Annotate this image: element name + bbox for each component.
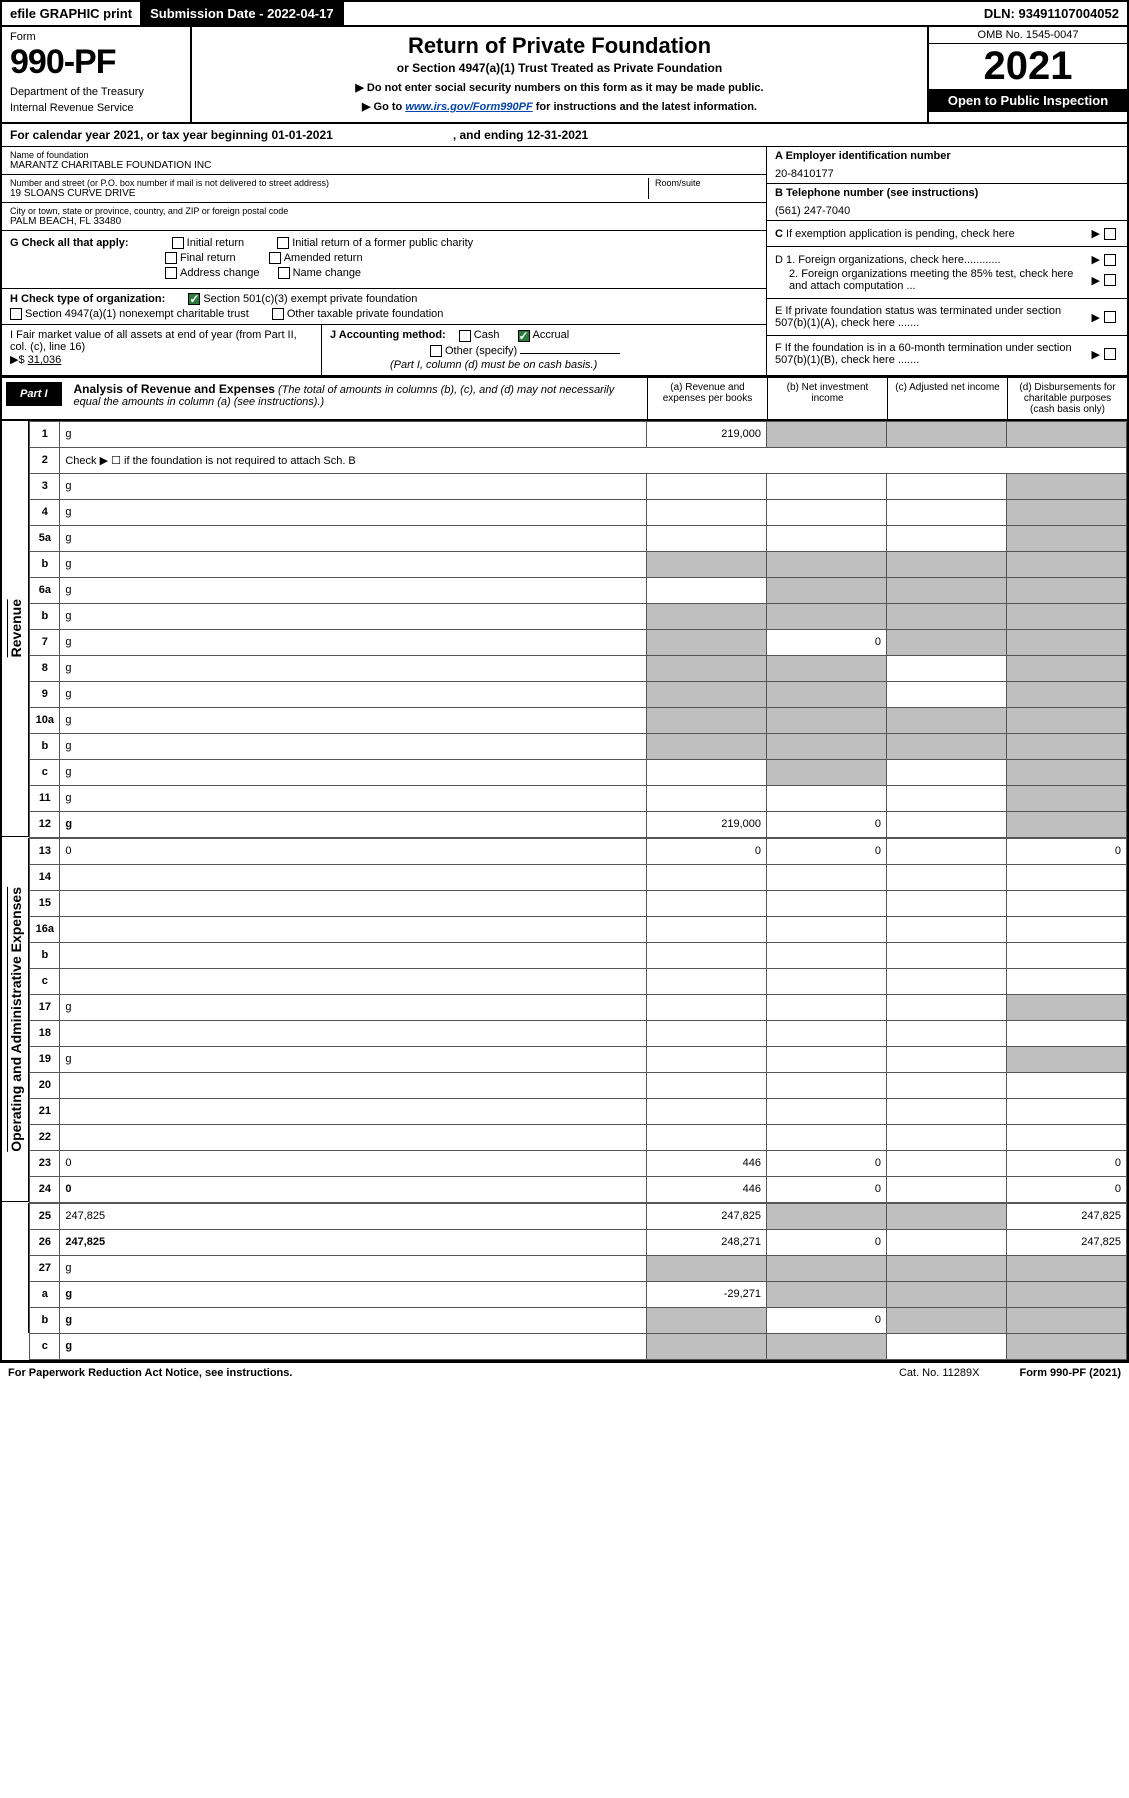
col-a-header: (a) Revenue and expenses per books bbox=[647, 378, 767, 419]
form-footer-label: Form 990-PF (2021) bbox=[1019, 1367, 1121, 1379]
chk-initial-public[interactable] bbox=[277, 237, 289, 249]
foundation-name: MARANTZ CHARITABLE FOUNDATION INC bbox=[10, 160, 758, 171]
chk-d1[interactable] bbox=[1104, 254, 1116, 266]
calyear-end: , and ending 12-31-2021 bbox=[453, 128, 588, 142]
addr-label: Number and street (or P.O. box number if… bbox=[10, 178, 648, 188]
dept-treasury: Department of the Treasury bbox=[10, 86, 182, 98]
chk-final[interactable] bbox=[165, 252, 177, 264]
opt-address: Address change bbox=[180, 267, 260, 279]
chk-other-taxable[interactable] bbox=[272, 308, 284, 320]
opt-initial: Initial return bbox=[187, 237, 244, 249]
open-inspection: Open to Public Inspection bbox=[929, 89, 1127, 112]
opt-accrual: Accrual bbox=[533, 329, 570, 341]
expenses-table: 130000141516abc17g1819g20212223044600240… bbox=[29, 838, 1127, 1203]
col-b-header: (b) Net investment income bbox=[767, 378, 887, 419]
page-footer: For Paperwork Reduction Act Notice, see … bbox=[0, 1362, 1129, 1383]
street-address: 19 SLOANS CURVE DRIVE bbox=[10, 188, 648, 199]
chk-c[interactable] bbox=[1104, 228, 1116, 240]
i-arrow: ▶$ bbox=[10, 354, 25, 366]
note-link: ▶ Go to www.irs.gov/Form990PF for instru… bbox=[202, 100, 917, 113]
city-state-zip: PALM BEACH, FL 33480 bbox=[10, 216, 758, 227]
note-ssn: ▶ Do not enter social security numbers o… bbox=[202, 81, 917, 94]
chk-name-change[interactable] bbox=[278, 267, 290, 279]
chk-cash[interactable] bbox=[459, 330, 471, 342]
c-label: If exemption application is pending, che… bbox=[786, 228, 1015, 240]
name-label: Name of foundation bbox=[10, 150, 758, 160]
form-header: Form 990-PF Department of the Treasury I… bbox=[2, 27, 1127, 124]
part1-header: Part I Analysis of Revenue and Expenses … bbox=[2, 376, 1127, 421]
form-subtitle: or Section 4947(a)(1) Trust Treated as P… bbox=[202, 61, 917, 75]
expenses-vlabel: Operating and Administrative Expenses bbox=[7, 887, 24, 1152]
opt-501c3: Section 501(c)(3) exempt private foundat… bbox=[203, 293, 417, 305]
d2-label: 2. Foreign organizations meeting the 85%… bbox=[775, 268, 1088, 292]
opt-final: Final return bbox=[180, 252, 236, 264]
dln-label: DLN: 93491107004052 bbox=[976, 2, 1127, 25]
chk-accrual[interactable] bbox=[518, 330, 530, 342]
opt-other-method: Other (specify) bbox=[445, 345, 517, 357]
b-label: B Telephone number (see instructions) bbox=[775, 187, 1119, 199]
box-i: I Fair market value of all assets at end… bbox=[2, 325, 322, 374]
form-title: Return of Private Foundation bbox=[202, 33, 917, 59]
chk-4947[interactable] bbox=[10, 308, 22, 320]
box-j: J Accounting method: Cash Accrual Other … bbox=[322, 325, 766, 374]
calyear-begin: For calendar year 2021, or tax year begi… bbox=[10, 128, 333, 142]
col-d-header: (d) Disbursements for charitable purpose… bbox=[1007, 378, 1127, 419]
i-label: I Fair market value of all assets at end… bbox=[10, 329, 297, 353]
h-label: H Check type of organization: bbox=[10, 293, 165, 305]
chk-address[interactable] bbox=[165, 267, 177, 279]
form-word: Form bbox=[10, 31, 182, 43]
f-label: F If the foundation is in a 60-month ter… bbox=[775, 342, 1088, 366]
top-bar: efile GRAPHIC print Submission Date - 20… bbox=[2, 2, 1127, 27]
opt-other-tax: Other taxable private foundation bbox=[287, 308, 444, 320]
revenue-vlabel: Revenue bbox=[7, 599, 24, 657]
j-label: J Accounting method: bbox=[330, 329, 446, 341]
a-label: A Employer identification number bbox=[775, 150, 1119, 162]
form-number: 990-PF bbox=[10, 43, 182, 82]
room-label: Room/suite bbox=[655, 178, 758, 188]
calendar-year-row: For calendar year 2021, or tax year begi… bbox=[2, 124, 1127, 147]
submission-date: Submission Date - 2022-04-17 bbox=[140, 2, 344, 25]
part1-badge: Part I bbox=[6, 382, 62, 406]
note-prefix: ▶ Go to bbox=[362, 101, 405, 113]
col-c-header: (c) Adjusted net income bbox=[887, 378, 1007, 419]
j-note: (Part I, column (d) must be on cash basi… bbox=[390, 359, 758, 371]
chk-amended[interactable] bbox=[269, 252, 281, 264]
section-h: H Check type of organization: Section 50… bbox=[2, 289, 766, 325]
chk-other-method[interactable] bbox=[430, 345, 442, 357]
chk-501c3[interactable] bbox=[188, 293, 200, 305]
opt-name: Name change bbox=[293, 267, 362, 279]
part1-title: Analysis of Revenue and Expenses bbox=[74, 382, 275, 396]
chk-initial-return[interactable] bbox=[172, 237, 184, 249]
irs-link[interactable]: www.irs.gov/Form990PF bbox=[405, 101, 532, 113]
ein-value: 20-8410177 bbox=[775, 168, 1119, 180]
d1-label: D 1. Foreign organizations, check here..… bbox=[775, 254, 1088, 266]
e-label: E If private foundation status was termi… bbox=[775, 305, 1088, 329]
bottom-table: 25247,825247,825247,82526247,825248,2710… bbox=[29, 1203, 1127, 1360]
opt-initial-public: Initial return of a former public charit… bbox=[292, 237, 473, 249]
paperwork-notice: For Paperwork Reduction Act Notice, see … bbox=[8, 1367, 292, 1379]
opt-cash: Cash bbox=[474, 329, 500, 341]
opt-amended: Amended return bbox=[284, 252, 363, 264]
g-label: G Check all that apply: bbox=[10, 237, 129, 249]
i-value: 31,036 bbox=[28, 354, 62, 366]
omb-number: OMB No. 1545-0047 bbox=[929, 27, 1127, 44]
tax-year: 2021 bbox=[929, 44, 1127, 89]
opt-4947: Section 4947(a)(1) nonexempt charitable … bbox=[25, 308, 249, 320]
chk-e[interactable] bbox=[1104, 311, 1116, 323]
dept-irs: Internal Revenue Service bbox=[10, 102, 182, 114]
section-g: G Check all that apply: Initial return I… bbox=[2, 231, 766, 289]
phone-value: (561) 247-7040 bbox=[775, 205, 1119, 217]
chk-d2[interactable] bbox=[1104, 274, 1116, 286]
city-label: City or town, state or province, country… bbox=[10, 206, 758, 216]
note-suffix: for instructions and the latest informat… bbox=[533, 101, 757, 113]
revenue-table: 1g219,0002Check ▶ ☐ if the foundation is… bbox=[29, 421, 1127, 838]
chk-f[interactable] bbox=[1104, 348, 1116, 360]
catalog-number: Cat. No. 11289X bbox=[899, 1367, 980, 1379]
efile-label: efile GRAPHIC print bbox=[2, 2, 140, 25]
